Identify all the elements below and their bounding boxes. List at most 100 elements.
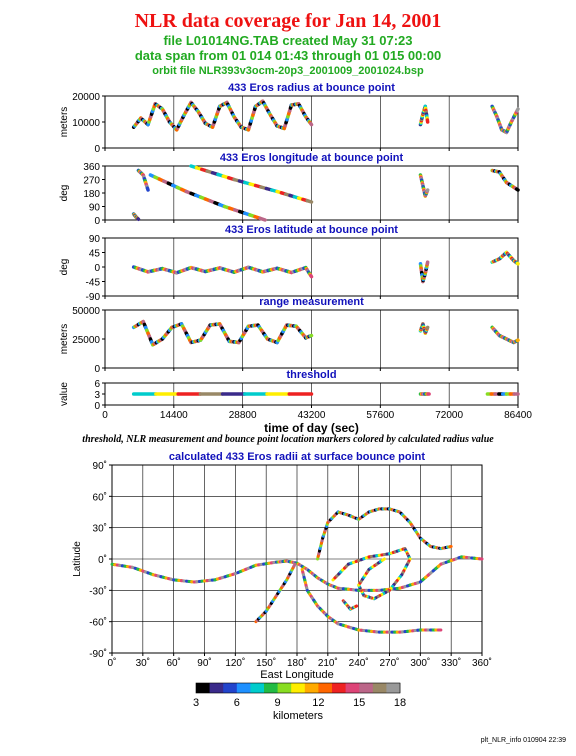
colorbar-swatch [236,683,251,693]
x-tick-label: 270˚ [379,657,399,669]
data-mark [309,273,314,279]
y-axis-label: Latitude [72,541,83,577]
colorbar-frame [195,682,401,694]
y-tick-label: 6 [94,379,100,390]
y-tick-label: 0˚ [98,554,107,566]
y-tick-label: 3 [94,390,100,401]
data-mark [145,186,150,192]
x-tick-label: 28800 [229,410,257,421]
colorbar-tick-label: 9 [275,697,281,709]
panel-title: 433 Eros latitude at bounce point [225,224,398,236]
y-tick-label: -30˚ [89,585,107,597]
colorbar-swatch [277,683,292,693]
footer-note: plt_NLR_info 010904 22:39 [480,737,566,744]
x-tick-label: 14400 [160,410,188,421]
data-mark [305,198,314,204]
y-tick-label: -45 [86,278,101,289]
x-tick-label: 330˚ [441,657,461,669]
y-tick-label: 270 [83,176,100,187]
x-axis-label: time of day (sec) [264,421,359,435]
data-mark [514,187,520,192]
x-tick-label: 150˚ [256,657,276,669]
panel-1: 433 Eros longitude at bounce point 0 90 180… [59,152,520,227]
y-axis-label: deg [59,185,70,202]
colorbar-swatch [223,683,238,693]
panel-2: 433 Eros latitude at bounce point -90 -45 0… [59,224,520,303]
x-tick-label: 0 [102,410,108,421]
y-axis-label: deg [59,259,70,276]
x-axis-label: East Longitude [260,669,333,681]
panel-4: threshold 036 value 0 14400 28800 43200 57600 72… [59,369,532,435]
y-tick-label: 0 [94,263,100,274]
colorbar-tick-label: 12 [312,697,324,709]
x-tick-label: 210˚ [318,657,338,669]
data-mark [309,121,314,127]
y-tick-label: -90 [86,292,101,303]
x-tick-label: 43200 [298,410,326,421]
y-tick-label: 30˚ [93,523,107,535]
file-info: file L01014NG.TAB created May 31 07:23 [163,33,413,48]
data-mark [515,107,520,113]
y-tick-label: 45 [89,249,101,260]
y-tick-label: 0 [94,144,100,155]
panel-title: 433 Eros longitude at bounce point [220,152,404,164]
colorbar-swatch [372,683,387,693]
x-tick-label: 240˚ [349,657,369,669]
x-tick-label: 72000 [435,410,463,421]
colorbar-tick-label: 15 [353,697,365,709]
colorbar-label: kilometers [273,710,324,722]
y-tick-label: 180 [83,189,100,200]
colorbar-tick-label: 3 [193,697,199,709]
y-tick-label: -90˚ [89,648,107,660]
colorbar-swatch [345,683,360,693]
y-tick-label: 60˚ [93,491,107,503]
y-axis-label: meters [59,324,70,355]
colorbar-swatch [250,683,265,693]
y-tick-label: 20000 [72,92,100,103]
y-tick-label: 10000 [72,118,100,129]
panel-title: calculated 433 Eros radii at surface bou… [169,451,425,463]
colorbar-swatch [386,683,401,693]
data-mark [258,216,267,222]
x-tick-label: 60˚ [166,657,180,669]
x-tick-label: 360˚ [472,657,492,669]
y-tick-label: 50000 [72,306,100,317]
x-tick-label: 0˚ [108,657,117,669]
panel-0: 433 Eros radius at bounce point 0 10000 200… [59,82,520,155]
x-tick-label: 120˚ [225,657,245,669]
y-tick-label: 0 [94,401,100,412]
colorbar-tick-label: 6 [234,697,240,709]
y-tick-label: -60˚ [89,617,107,629]
x-tick-label: 180˚ [287,657,307,669]
colorbar-swatch [291,683,306,693]
x-tick-label: 90˚ [197,657,211,669]
figure-caption: threshold, NLR measurement and bounce po… [82,434,494,445]
y-tick-label: 0 [94,364,100,375]
y-tick-label: 0 [94,216,100,227]
data-mark [380,557,386,562]
orbit-file: orbit file NLR393v3ocm-20p3_2001009_2001… [152,65,424,77]
data-mark [292,562,297,568]
x-tick-label: 30˚ [136,657,150,669]
colorbar-swatch [332,683,347,693]
x-tick-label: 86400 [504,410,532,421]
y-tick-label: 90 [89,203,101,214]
colorbar-swatch [359,683,374,693]
colorbar-swatch [196,683,211,693]
x-tick-label: 57600 [366,410,394,421]
y-axis-label: value [59,382,70,406]
panel-5: calculated 433 Eros radii at surface bou… [72,451,492,681]
data-span: data span from 01 014 01:43 through 01 0… [134,48,442,63]
colorbar-swatch [209,683,224,693]
panel-title: threshold [286,369,336,381]
colorbar: 3 6 9 12 15 18 kilometers [193,682,406,722]
x-tick-label: 300˚ [410,657,430,669]
panel-title: range measurement [259,296,364,308]
colorbar-swatch [318,683,333,693]
colorbar-swatch [264,683,279,693]
page-title: NLR data coverage for Jan 14, 2001 [134,10,442,32]
y-tick-label: 90˚ [93,460,107,472]
colorbar-tick-label: 18 [394,697,406,709]
